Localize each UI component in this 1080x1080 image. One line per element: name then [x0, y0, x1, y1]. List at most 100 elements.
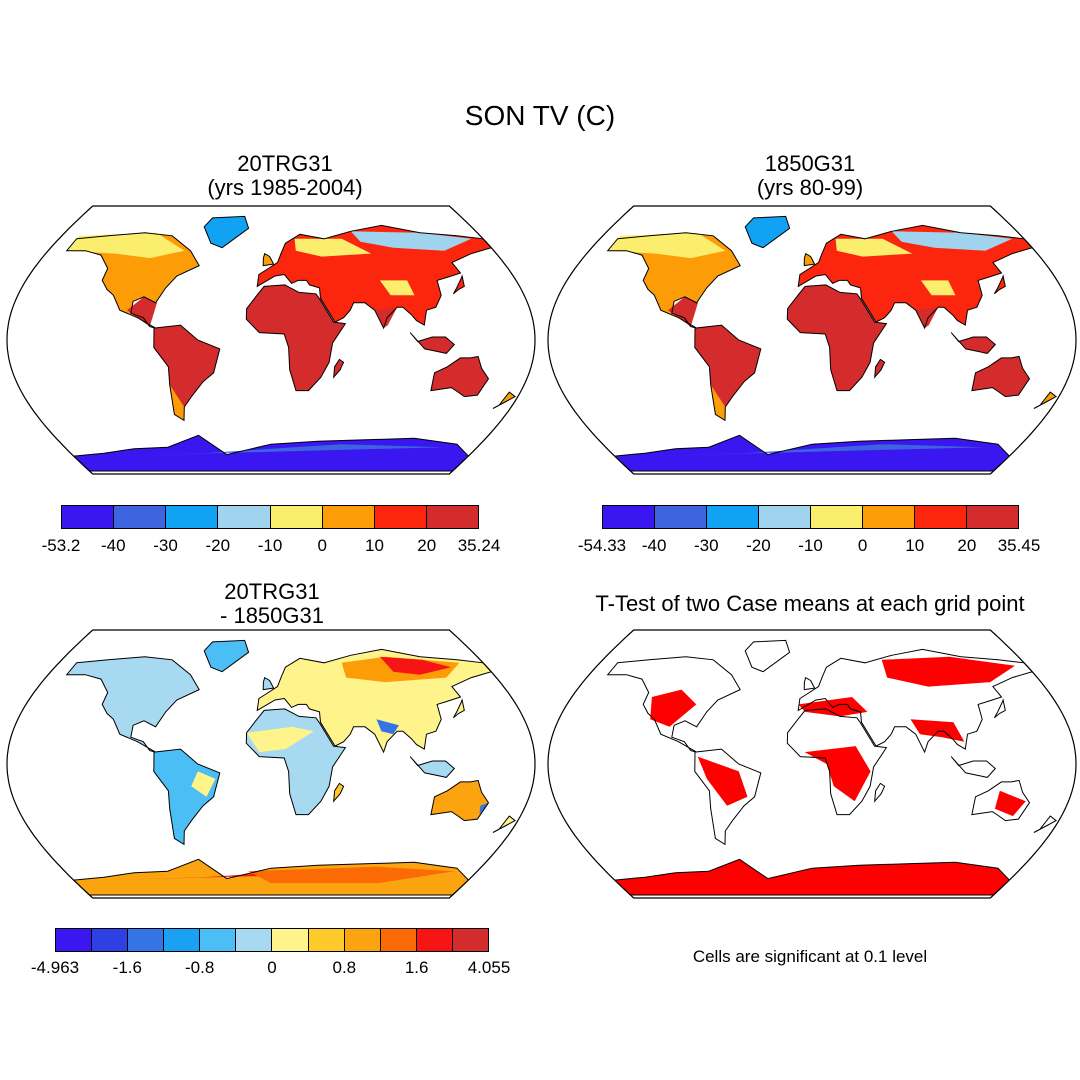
coastline-eurasia: [797, 224, 1034, 330]
colorbar-tick-label: -1.6: [112, 958, 142, 977]
coastline-eurasia: [256, 224, 493, 330]
colorbar-tick-label: -0.8: [185, 958, 215, 977]
landmass-uk: [263, 677, 274, 690]
colorbar-tick-label: -40: [641, 536, 667, 555]
value-region: [607, 232, 726, 259]
coastline-greenland: [744, 215, 791, 249]
coastline-northAmerica: [65, 656, 200, 753]
value-region: [246, 726, 314, 753]
panel-2-title-line-2: (yrs 80-99): [756, 175, 864, 200]
panel-1-title: 20TRG31 (yrs 1985-2004): [85, 152, 485, 200]
value-region: [881, 656, 1015, 687]
coastline-australia: [971, 355, 1031, 398]
value-region: [710, 384, 726, 421]
colorbar-tick-label: -40: [100, 536, 126, 555]
coastline-africa: [786, 708, 888, 816]
value-region: [910, 719, 965, 742]
coastline-indonesia: [950, 332, 997, 354]
value-region: [697, 756, 748, 806]
panel-3-title-line-2: - 1850G31: [220, 603, 324, 628]
value-region: [294, 238, 372, 257]
colorbar-swatch: [56, 929, 93, 951]
colorbar-swatch: [272, 929, 309, 951]
coastline-eurasia: [256, 648, 493, 754]
value-region: [798, 697, 868, 717]
colorbar-swatch: [707, 506, 759, 528]
coastline-australia: [430, 355, 490, 398]
panel-3-title: 20TRG31 - 1850G31: [72, 580, 472, 628]
colorbar-swatch: [811, 506, 863, 528]
coastline-greenland: [744, 639, 791, 673]
colorbar-tick-label: -20: [205, 536, 231, 555]
coastline-japan: [993, 698, 1006, 719]
landmass-indonesia: [951, 756, 996, 778]
colorbar-tick-label: -10: [798, 536, 823, 555]
landmass-madagascar: [333, 783, 344, 802]
colorbar-swatch: [416, 929, 453, 951]
coastline-japan: [452, 698, 465, 719]
colorbar-swatch: [426, 506, 478, 528]
coastline-nz: [1033, 815, 1058, 833]
colorbar-swatch: [236, 929, 273, 951]
colorbar-panel-3-ticks: -4.963 -1.6 -0.8 0 0.8 1.6 4.055: [31, 958, 510, 978]
colorbar-tick-label: 10: [365, 536, 384, 555]
coastline-nz: [492, 815, 517, 833]
colorbar-swatch: [655, 506, 707, 528]
value-region: [127, 296, 157, 327]
landmass-indonesia: [410, 332, 455, 354]
panel-4-title-line-1: T-Test of two Case means at each grid po…: [595, 591, 1025, 616]
coastline-uk: [262, 252, 275, 267]
value-region: [169, 384, 185, 421]
colorbar-tick-label: 35.45: [997, 536, 1041, 555]
map-panel-1: [6, 205, 536, 475]
coastline-northAmerica: [606, 232, 741, 329]
panel-1-title-line-1: 20TRG31: [237, 151, 333, 176]
panel-3-title-line-1: 20TRG31: [224, 579, 320, 604]
value-region: [650, 689, 697, 727]
colorbar-tick-label: 0: [267, 958, 277, 977]
landmass-africa: [246, 284, 346, 391]
coastline-uk: [803, 676, 816, 691]
coastline-japan: [452, 274, 465, 295]
landmass-uk: [804, 253, 815, 266]
colorbar-tick-label: 0: [857, 536, 868, 555]
colorbar-swatch: [863, 506, 915, 528]
map-panel-3: [6, 629, 536, 899]
coastline-southAmerica: [153, 748, 221, 846]
colorbar-swatch: [967, 506, 1018, 528]
map-panel-4: [547, 629, 1077, 899]
landmass-greenland: [745, 216, 790, 248]
landmass-northAmerica: [607, 232, 741, 329]
colorbar-tick-label: 1.6: [404, 958, 429, 977]
value-region: [350, 231, 472, 251]
colorbar-tick-label: -30: [153, 536, 178, 555]
value-region: [379, 656, 452, 675]
coastline-uk: [262, 676, 275, 691]
colorbar-swatch: [380, 929, 417, 951]
landmass-madagascar: [874, 783, 885, 802]
coastline-northAmerica: [606, 656, 741, 753]
value-region: [191, 771, 216, 797]
landmass-nz: [492, 392, 516, 409]
landmass-australia: [430, 780, 489, 821]
colorbar-tick-label: -54.33: [577, 536, 627, 555]
landmass-greenland: [204, 640, 249, 672]
colorbar-tick-label: 20: [957, 536, 977, 555]
coastline-greenland: [203, 215, 250, 249]
landmass-northAmerica: [66, 656, 200, 753]
colorbar-tick-label: 20: [417, 536, 437, 555]
coastline-madagascar: [874, 358, 886, 379]
coastline-africa: [786, 284, 888, 392]
landmass-antarctica: [614, 435, 1010, 471]
coastline-australia: [430, 779, 490, 822]
colorbar-swatch: [128, 929, 165, 951]
colorbar-tick-label: 0.8: [332, 958, 357, 977]
colorbar-tick-label: 4.055: [467, 958, 511, 977]
map-border: [547, 205, 1077, 475]
colorbar-tick-label: 35.24: [457, 536, 501, 555]
colorbar-swatch: [166, 506, 219, 528]
landmass-nz: [492, 816, 516, 833]
landmass-antarctica: [614, 859, 1010, 895]
colorbar-panel-3: [55, 928, 489, 952]
map-border: [6, 205, 536, 475]
